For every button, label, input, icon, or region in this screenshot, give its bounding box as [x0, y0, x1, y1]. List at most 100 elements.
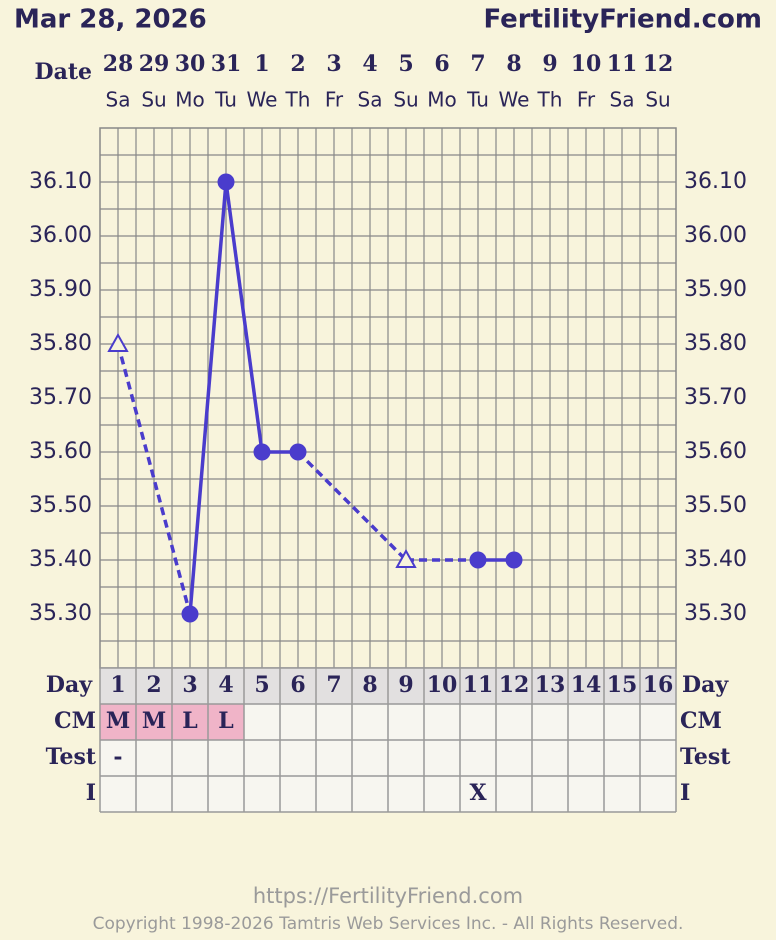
- cell-value: X: [469, 780, 487, 806]
- date-label: 12: [643, 51, 674, 77]
- date-label: 1: [254, 51, 269, 77]
- y-tick-label-right: 35.70: [684, 385, 747, 410]
- y-tick-label: 36.00: [29, 223, 92, 248]
- temp-point: [469, 551, 487, 569]
- day-number: 3: [182, 672, 197, 698]
- weekday-label: We: [247, 88, 278, 112]
- cell-highlight: [136, 704, 172, 740]
- y-tick-label-right: 36.10: [684, 169, 747, 194]
- y-tick-label-right: 35.90: [684, 277, 747, 302]
- weekday-label: Mo: [175, 88, 205, 112]
- day-number: 10: [427, 672, 458, 698]
- day-number: 14: [571, 672, 602, 698]
- weekday-label: Sa: [106, 88, 131, 112]
- row-label: Test: [46, 744, 97, 770]
- weekday-label: Th: [537, 88, 563, 112]
- y-tick-label: 35.60: [29, 439, 92, 464]
- temp-point-open: [107, 332, 129, 352]
- date-label: 6: [434, 51, 449, 77]
- y-tick-label: 35.50: [29, 493, 92, 518]
- date-label: 2: [290, 51, 305, 77]
- day-number: 9: [398, 672, 413, 698]
- row-label-right: I: [680, 780, 690, 806]
- temp-point: [217, 173, 235, 191]
- day-label: Day: [46, 672, 93, 698]
- day-number: 11: [463, 672, 494, 698]
- day-number: 12: [499, 672, 530, 698]
- date-label: 11: [607, 51, 638, 77]
- cell-value: L: [182, 708, 197, 734]
- row-label-right: CM: [680, 708, 722, 734]
- weekday-label: We: [499, 88, 530, 112]
- temp-line: [224, 181, 264, 453]
- temp-line: [116, 343, 192, 615]
- day-number: 8: [362, 672, 377, 698]
- date-label: 4: [362, 51, 377, 77]
- date-label: 5: [398, 51, 413, 77]
- temp-point: [289, 443, 307, 461]
- weekday-label: Fr: [577, 88, 596, 112]
- date-label: 3: [326, 51, 341, 77]
- cell-value: M: [142, 708, 166, 734]
- cell-highlight: [100, 704, 136, 740]
- y-tick-label-right: 36.00: [684, 223, 747, 248]
- date-label: 30: [175, 51, 206, 77]
- row-label: CM: [54, 708, 96, 734]
- footer-url: https://FertilityFriend.com: [253, 884, 523, 908]
- chart-date: Mar 28, 2026: [14, 5, 207, 35]
- y-tick-label: 35.90: [29, 277, 92, 302]
- temp-line: [188, 181, 228, 615]
- day-number: 2: [146, 672, 161, 698]
- day-number: 13: [535, 672, 566, 698]
- site-name: FertilityFriend.com: [483, 5, 762, 35]
- y-tick-label-right: 35.80: [684, 331, 747, 356]
- date-label: 8: [506, 51, 521, 77]
- day-number: 1: [110, 672, 125, 698]
- day-label-right: Day: [682, 672, 729, 698]
- y-tick-label: 35.80: [29, 331, 92, 356]
- weekday-label: Su: [141, 88, 166, 112]
- date-label: 28: [103, 51, 134, 77]
- y-tick-label-right: 35.60: [684, 439, 747, 464]
- weekday-label: Sa: [358, 88, 383, 112]
- weekday-label: Tu: [214, 88, 237, 112]
- weekday-label: Su: [645, 88, 670, 112]
- cell-highlight: [172, 704, 208, 740]
- cell-value: L: [218, 708, 233, 734]
- day-number: 16: [643, 672, 674, 698]
- y-tick-label-right: 35.40: [684, 547, 747, 572]
- row-label-right: Test: [680, 744, 731, 770]
- date-label: 10: [571, 51, 602, 77]
- y-tick-label: 35.40: [29, 547, 92, 572]
- weekday-label: Fr: [325, 88, 344, 112]
- y-tick-label-right: 35.30: [684, 601, 747, 626]
- footer-copyright: Copyright 1998-2026 Tamtris Web Services…: [93, 914, 684, 934]
- day-number: 5: [254, 672, 269, 698]
- y-tick-label: 36.10: [29, 169, 92, 194]
- date-label: Date: [35, 59, 93, 85]
- y-tick-label-right: 35.50: [684, 493, 747, 518]
- date-label: 29: [139, 51, 170, 77]
- date-label: 7: [470, 51, 485, 77]
- day-number: 15: [607, 672, 638, 698]
- day-number: 4: [218, 672, 233, 698]
- row-label: I: [86, 780, 96, 806]
- cell-value: -: [113, 744, 122, 770]
- weekday-label: Th: [285, 88, 311, 112]
- day-number: 7: [326, 672, 341, 698]
- date-label: 9: [542, 51, 557, 77]
- date-label: 31: [211, 51, 242, 77]
- weekday-label: Su: [393, 88, 418, 112]
- temp-point-open: [395, 548, 417, 568]
- weekday-label: Mo: [427, 88, 457, 112]
- temp-point: [253, 443, 271, 461]
- y-tick-label: 35.30: [29, 601, 92, 626]
- weekday-label: Sa: [610, 88, 635, 112]
- cell-highlight: [208, 704, 244, 740]
- weekday-label: Tu: [466, 88, 489, 112]
- y-tick-label: 35.70: [29, 385, 92, 410]
- temp-point: [181, 605, 199, 623]
- cell-value: M: [106, 708, 130, 734]
- temp-point: [505, 551, 523, 569]
